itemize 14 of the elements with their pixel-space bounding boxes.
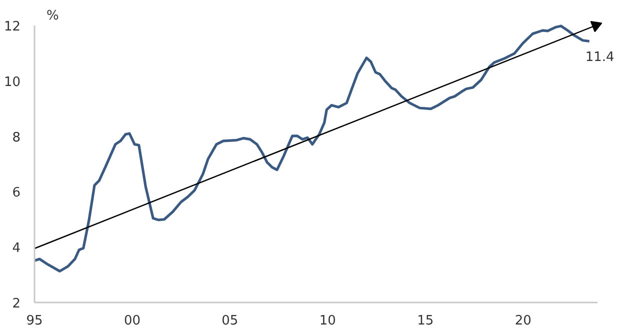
- x-tick-label: 95: [26, 314, 43, 328]
- x-tick-label: 00: [124, 314, 140, 328]
- y-tick-label: 4: [12, 241, 21, 256]
- x-tick-label: 10: [319, 314, 336, 328]
- y-tick-label: 8: [12, 130, 21, 146]
- annotation: 11.4: [585, 50, 614, 66]
- y-tick-label: 2: [12, 296, 21, 312]
- y-axis-title: %: [46, 8, 59, 24]
- x-tick-label: 20: [514, 314, 532, 328]
- y-tick-label: 10: [4, 74, 21, 90]
- y-tick-label: 6: [12, 186, 21, 201]
- x-tick-label: 15: [417, 314, 434, 328]
- y-tick-label: 12: [4, 19, 21, 34]
- x-tick-label: 05: [222, 314, 238, 328]
